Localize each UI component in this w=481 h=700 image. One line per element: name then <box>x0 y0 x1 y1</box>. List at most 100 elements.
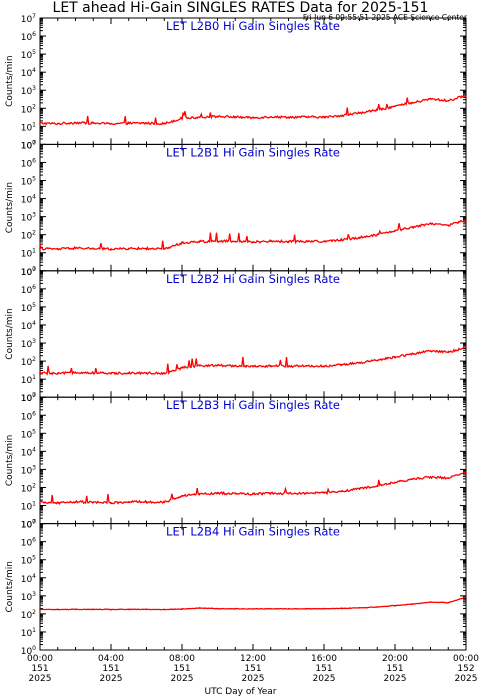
x-tick-time: 04:00 <box>98 654 124 664</box>
y-tick-base: 10 <box>21 394 33 404</box>
data-point <box>340 607 343 610</box>
x-tick-time: 00:00 <box>27 654 53 664</box>
x-axis-label: UTC Day of Year <box>204 687 277 697</box>
y-tick-exponent: 3 <box>32 85 36 92</box>
data-point <box>56 502 59 504</box>
data-point <box>252 240 254 243</box>
data-point <box>465 219 467 221</box>
y-tick-base: 10 <box>21 629 33 639</box>
data-point <box>287 116 290 119</box>
y-tick-exponent: 7 <box>32 266 36 273</box>
y-tick-exponent: 4 <box>32 67 36 74</box>
y-tick-exponent: 4 <box>32 194 36 201</box>
y-tick-exponent: 7 <box>32 519 36 526</box>
data-point <box>145 608 148 611</box>
y-tick-label: 104 <box>21 67 36 79</box>
data-point <box>358 112 361 114</box>
data-point <box>92 608 95 611</box>
y-tick-label: 102 <box>21 609 36 621</box>
data-point <box>252 365 254 368</box>
y-axis-label: Counts/min <box>5 308 15 359</box>
data-point <box>447 477 450 480</box>
data-point <box>234 240 237 243</box>
data-point <box>358 236 361 239</box>
y-axis-label: Counts/min <box>5 55 15 106</box>
y-tick-exponent: 3 <box>32 591 36 598</box>
data-point <box>358 361 361 364</box>
data-point <box>411 353 414 355</box>
y-tick-label: 100 <box>21 392 36 404</box>
data-point <box>269 607 272 610</box>
data-point <box>198 116 201 119</box>
y-tick-label: 104 <box>21 573 36 585</box>
data-series-line <box>39 596 467 611</box>
plot-frame <box>39 396 467 525</box>
data-point <box>429 601 432 603</box>
data-point <box>181 242 183 244</box>
data-point <box>163 122 166 125</box>
data-point <box>234 607 237 610</box>
x-tick-day: 151 <box>244 664 261 674</box>
data-point <box>56 248 59 250</box>
data-point <box>287 492 290 495</box>
y-tick-exponent: 2 <box>32 230 36 237</box>
y-tick-base: 10 <box>21 69 33 79</box>
data-point <box>74 247 77 250</box>
y-tick-base: 10 <box>21 159 33 169</box>
data-point <box>56 608 59 611</box>
data-point <box>56 122 59 125</box>
data-point <box>447 224 450 227</box>
plot-frame <box>39 17 467 145</box>
y-tick-exponent: 1 <box>32 627 36 634</box>
data-point <box>181 366 183 369</box>
y-tick-exponent: 5 <box>32 176 36 183</box>
x-tick-year: 2025 <box>100 674 123 684</box>
x-tick-day: 151 <box>315 664 332 674</box>
data-point <box>376 485 379 487</box>
y-tick-exponent: 2 <box>32 609 36 616</box>
data-point <box>110 122 112 125</box>
data-point <box>39 122 41 125</box>
data-point <box>110 608 112 611</box>
y-tick-exponent: 1 <box>32 501 36 508</box>
data-point <box>234 116 237 118</box>
data-point <box>411 101 414 104</box>
y-tick-base: 10 <box>21 178 33 188</box>
data-point <box>305 607 308 610</box>
data-point <box>181 608 183 610</box>
x-tick-day: 152 <box>457 664 474 674</box>
data-point <box>394 105 396 108</box>
main-title: LET ahead Hi-Gain SINGLES RATES Data for… <box>52 0 429 16</box>
y-tick-exponent: 7 <box>32 139 36 146</box>
y-tick-label: 101 <box>21 501 36 513</box>
data-point <box>74 608 77 611</box>
x-tick-time: 00:00 <box>453 654 479 664</box>
y-tick-exponent: 3 <box>32 212 36 219</box>
y-tick-base: 10 <box>21 141 33 151</box>
y-tick-base: 10 <box>21 521 33 531</box>
y-tick-label: 103 <box>21 591 36 603</box>
data-point <box>92 122 95 125</box>
data-point <box>323 365 325 368</box>
y-tick-label: 102 <box>21 103 36 115</box>
plot-frame <box>39 523 467 651</box>
x-tick-year: 2025 <box>455 674 478 684</box>
data-point <box>39 247 41 250</box>
y-tick-base: 10 <box>21 141 33 151</box>
y-tick-base: 10 <box>21 430 33 440</box>
y-tick-exponent: 2 <box>32 356 36 363</box>
data-point <box>411 226 414 229</box>
y-tick-exponent: 5 <box>32 428 36 435</box>
y-tick-label: 104 <box>21 194 36 206</box>
y-tick-label: 102 <box>21 356 36 368</box>
panel-title: LET L2B0 Hi Gain Singles Rate <box>166 19 340 33</box>
y-tick-label: 106 <box>21 157 36 169</box>
panel-title: LET L2B1 Hi Gain Singles Rate <box>166 145 340 159</box>
data-point <box>323 607 325 610</box>
panel-title: LET L2B2 Hi Gain Singles Rate <box>166 272 340 286</box>
y-tick-exponent: 5 <box>32 302 36 309</box>
data-point <box>376 359 379 362</box>
y-axis-label: Counts/min <box>5 182 15 233</box>
data-point <box>376 233 379 236</box>
y-tick-label: 105 <box>21 176 36 188</box>
